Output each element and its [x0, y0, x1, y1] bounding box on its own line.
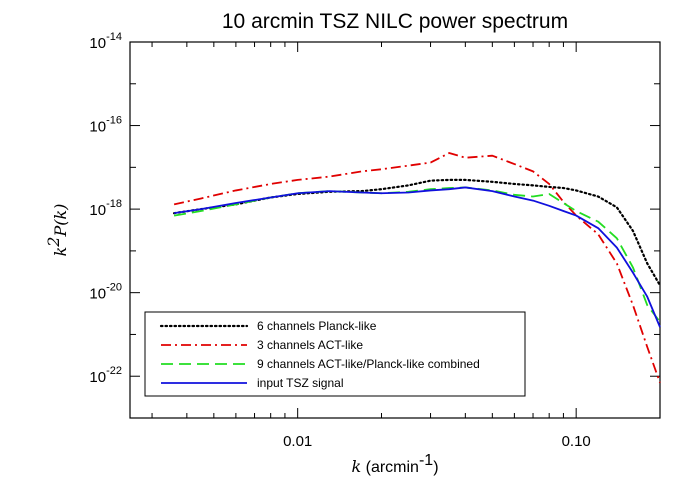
x-tick-label: 0.01	[283, 433, 312, 450]
x-axis-label: k (arcmin-1)	[351, 452, 438, 476]
y-tick-label: 10-20	[89, 282, 122, 303]
plot-frame	[129, 41, 661, 419]
axis-ticks: 0.01 0.10 10-22 10-20 10-18 10-16 10-14	[89, 31, 661, 450]
series-line-0	[173, 178, 662, 287]
y-tick-label: 10-22	[89, 365, 122, 386]
y-tick-label: 10-18	[89, 198, 122, 219]
legend-label-1: 3 channels ACT-like	[257, 338, 363, 352]
series-line-3	[173, 186, 661, 328]
y-axis-label: k2P(k)	[44, 204, 70, 257]
x-tick-label: 0.10	[562, 433, 591, 450]
series-lines	[173, 152, 662, 383]
legend-label-0: 6 channels Planck-like	[257, 319, 377, 333]
y-tick-label: 10-16	[89, 115, 122, 136]
legend: 6 channels Planck-like 3 channels ACT-lik…	[144, 311, 526, 397]
chart-title: 10 arcmin TSZ NILC power spectrum	[222, 10, 568, 33]
legend-box	[144, 311, 526, 397]
legend-label-3: input TSZ signal	[257, 376, 344, 390]
legend-label-2: 9 channels ACT-like/Planck-like combined	[257, 357, 480, 371]
y-tick-label: 10-14	[89, 31, 122, 52]
series-line-2	[173, 186, 661, 323]
